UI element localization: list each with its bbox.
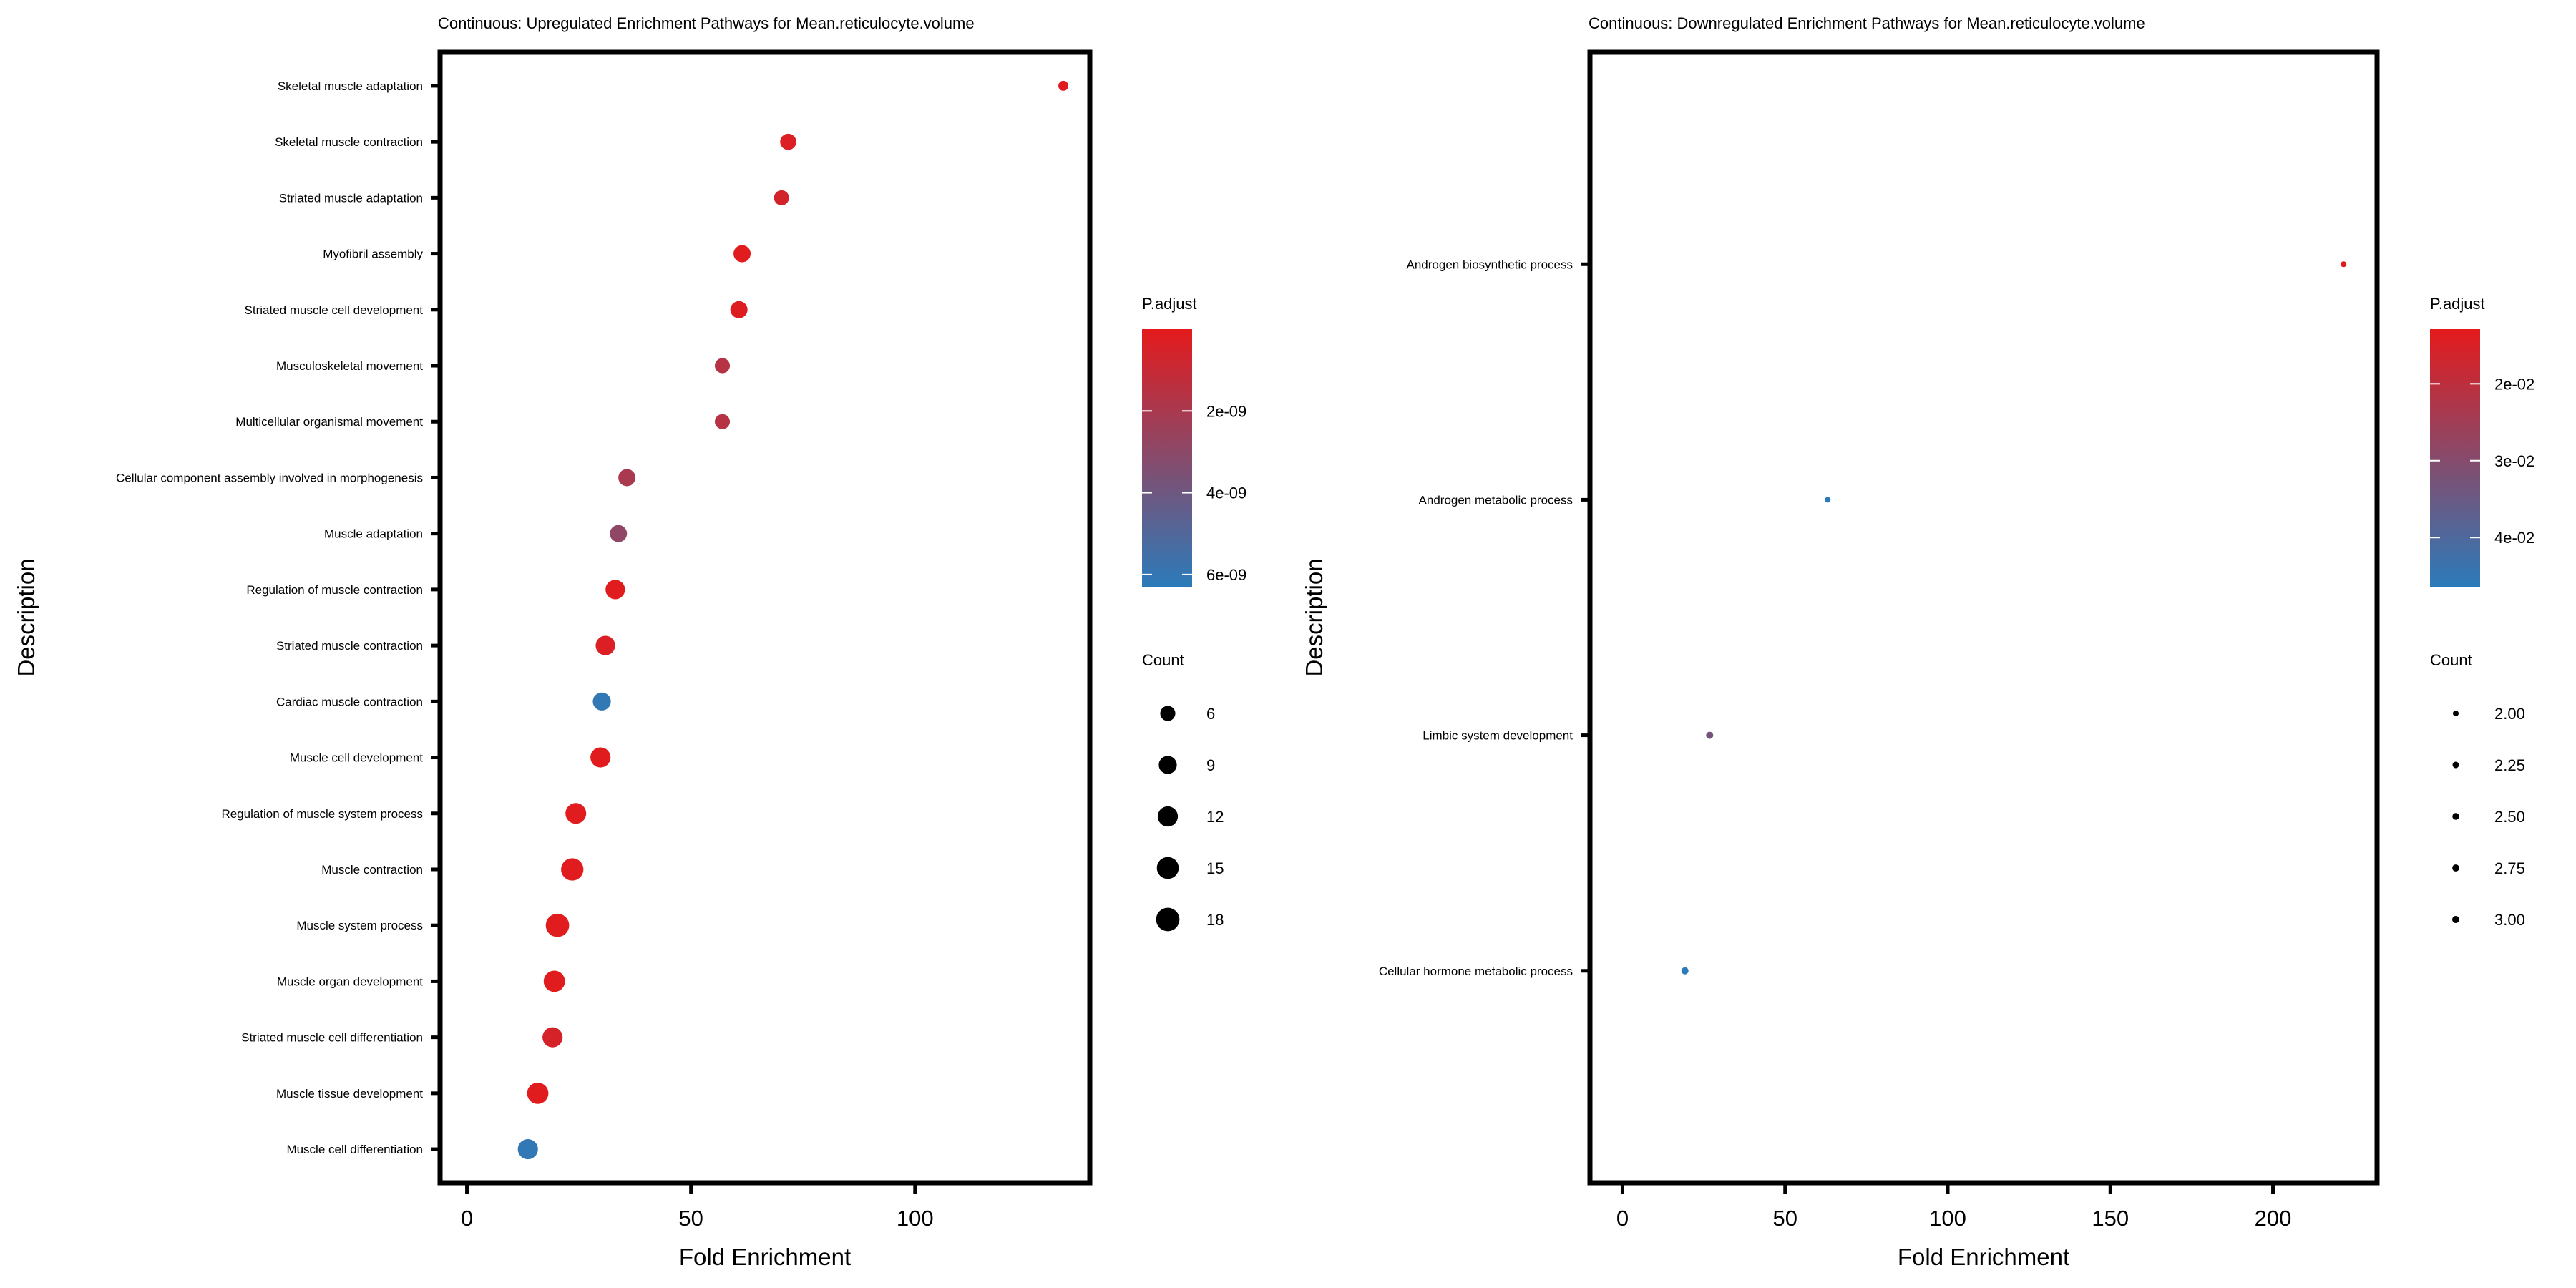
data-point: [595, 635, 615, 655]
data-point: [610, 525, 628, 542]
data-point: [774, 190, 789, 205]
y-tick-label: Regulation of muscle contraction: [246, 583, 423, 597]
y-tick-label: Androgen metabolic process: [1419, 493, 1573, 507]
y-tick-label: Skeletal muscle adaptation: [278, 79, 423, 93]
color-legend-label: 2e-09: [1206, 402, 1246, 420]
x-tick-label: 50: [1772, 1206, 1797, 1231]
color-legend-label: 2e-02: [2494, 375, 2534, 393]
size-legend-label: 9: [1206, 756, 1215, 774]
data-point: [527, 1082, 549, 1104]
y-tick-label: Striated muscle adaptation: [279, 191, 423, 205]
size-legend-key: [1160, 706, 1176, 721]
y-tick-label: Muscle contraction: [321, 863, 423, 877]
y-tick-label: Muscle tissue development: [276, 1087, 423, 1101]
data-point: [780, 133, 796, 150]
x-axis-label: Fold Enrichment: [1898, 1244, 2069, 1270]
chart-title: Continuous: Downregulated Enrichment Pat…: [1589, 14, 2145, 32]
y-tick-label: Musculoskeletal movement: [276, 359, 423, 373]
x-tick-label: 150: [2092, 1206, 2129, 1231]
color-legend-label: 4e-02: [2494, 529, 2534, 547]
data-point: [730, 301, 748, 318]
data-point: [543, 970, 565, 992]
color-bar: [2430, 329, 2480, 587]
color-legend-label: 6e-09: [1206, 566, 1246, 584]
data-point: [542, 1027, 563, 1048]
color-legend-label: 4e-09: [1206, 484, 1246, 502]
data-point: [561, 858, 584, 881]
data-point: [714, 358, 731, 374]
y-tick-label: Regulation of muscle system process: [221, 807, 423, 821]
color-legend-title: P.adjust: [1142, 295, 1197, 313]
data-point: [517, 1138, 538, 1160]
data-point: [565, 803, 587, 824]
y-tick-label: Multicellular organismal movement: [235, 415, 423, 429]
data-point: [714, 414, 731, 429]
y-tick-label: Cellular hormone metabolic process: [1379, 965, 1573, 978]
size-legend-key: [2452, 813, 2459, 820]
size-legend-key: [2452, 761, 2459, 769]
size-legend-label: 12: [1206, 808, 1224, 826]
plot-frame: [437, 49, 1093, 1186]
size-legend-label: 2.25: [2494, 756, 2525, 774]
y-tick-label: Muscle system process: [296, 919, 423, 932]
size-legend-key: [2452, 916, 2459, 923]
size-legend-label: 6: [1206, 705, 1215, 723]
y-tick-label: Skeletal muscle contraction: [275, 135, 423, 149]
size-legend-key: [1158, 756, 1177, 774]
color-bar: [1142, 329, 1192, 587]
upregulated-panel: Continuous: Upregulated Enrichment Pathw…: [13, 14, 1246, 1270]
y-tick-label: Striated muscle cell development: [245, 303, 424, 317]
y-tick-label: Muscle cell development: [290, 751, 423, 765]
data-point: [618, 469, 636, 487]
x-tick-label: 200: [2255, 1206, 2292, 1231]
size-legend-key: [2453, 711, 2459, 716]
data-point: [545, 913, 570, 937]
y-tick-label: Muscle organ development: [277, 975, 423, 988]
data-point: [1058, 80, 1069, 91]
data-point: [590, 747, 611, 768]
plot-frame: [1587, 49, 2380, 1186]
data-point: [2341, 261, 2347, 268]
size-legend-label: 18: [1206, 911, 1224, 929]
x-tick-label: 50: [678, 1206, 703, 1231]
color-legend-title: P.adjust: [2430, 295, 2485, 313]
size-legend-title: Count: [2430, 651, 2472, 669]
data-point: [605, 580, 625, 600]
y-tick-label: Myofibril assembly: [323, 248, 423, 261]
downregulated-panel: Continuous: Downregulated Enrichment Pat…: [1301, 14, 2534, 1270]
data-point: [1825, 497, 1831, 503]
x-tick-label: 0: [461, 1206, 473, 1231]
size-legend-key: [1156, 857, 1179, 879]
size-legend-key: [2452, 864, 2459, 872]
color-legend-label: 3e-02: [2494, 452, 2534, 470]
size-legend-title: Count: [1142, 651, 1184, 669]
y-tick-label: Cardiac muscle contraction: [276, 695, 423, 708]
y-tick-label: Cellular component assembly involved in …: [116, 471, 423, 484]
size-legend-label: 2.75: [2494, 859, 2525, 877]
chart-title: Continuous: Upregulated Enrichment Pathw…: [438, 14, 975, 32]
x-tick-label: 100: [897, 1206, 934, 1231]
data-point: [1706, 731, 1714, 739]
size-legend-label: 2.50: [2494, 808, 2525, 826]
size-legend-label: 2.00: [2494, 705, 2525, 723]
y-tick-label: Muscle cell differentiation: [286, 1143, 423, 1156]
x-axis-label: Fold Enrichment: [679, 1244, 851, 1270]
y-tick-label: Androgen biosynthetic process: [1407, 258, 1573, 271]
data-point: [592, 692, 611, 711]
size-legend-label: 15: [1206, 859, 1224, 877]
size-legend-key: [1156, 907, 1180, 932]
x-tick-label: 0: [1616, 1206, 1629, 1231]
x-tick-label: 100: [1929, 1206, 1966, 1231]
y-tick-label: Striated muscle cell differentiation: [241, 1031, 423, 1045]
y-tick-label: Limbic system development: [1423, 729, 1573, 743]
size-legend-label: 3.00: [2494, 911, 2525, 929]
data-point: [1681, 967, 1689, 975]
y-axis-label: Description: [1301, 558, 1327, 676]
y-tick-label: Striated muscle contraction: [276, 639, 423, 653]
size-legend-key: [1157, 806, 1179, 827]
data-point: [733, 245, 751, 263]
y-axis-label: Description: [13, 558, 39, 676]
y-tick-label: Muscle adaptation: [324, 527, 423, 541]
